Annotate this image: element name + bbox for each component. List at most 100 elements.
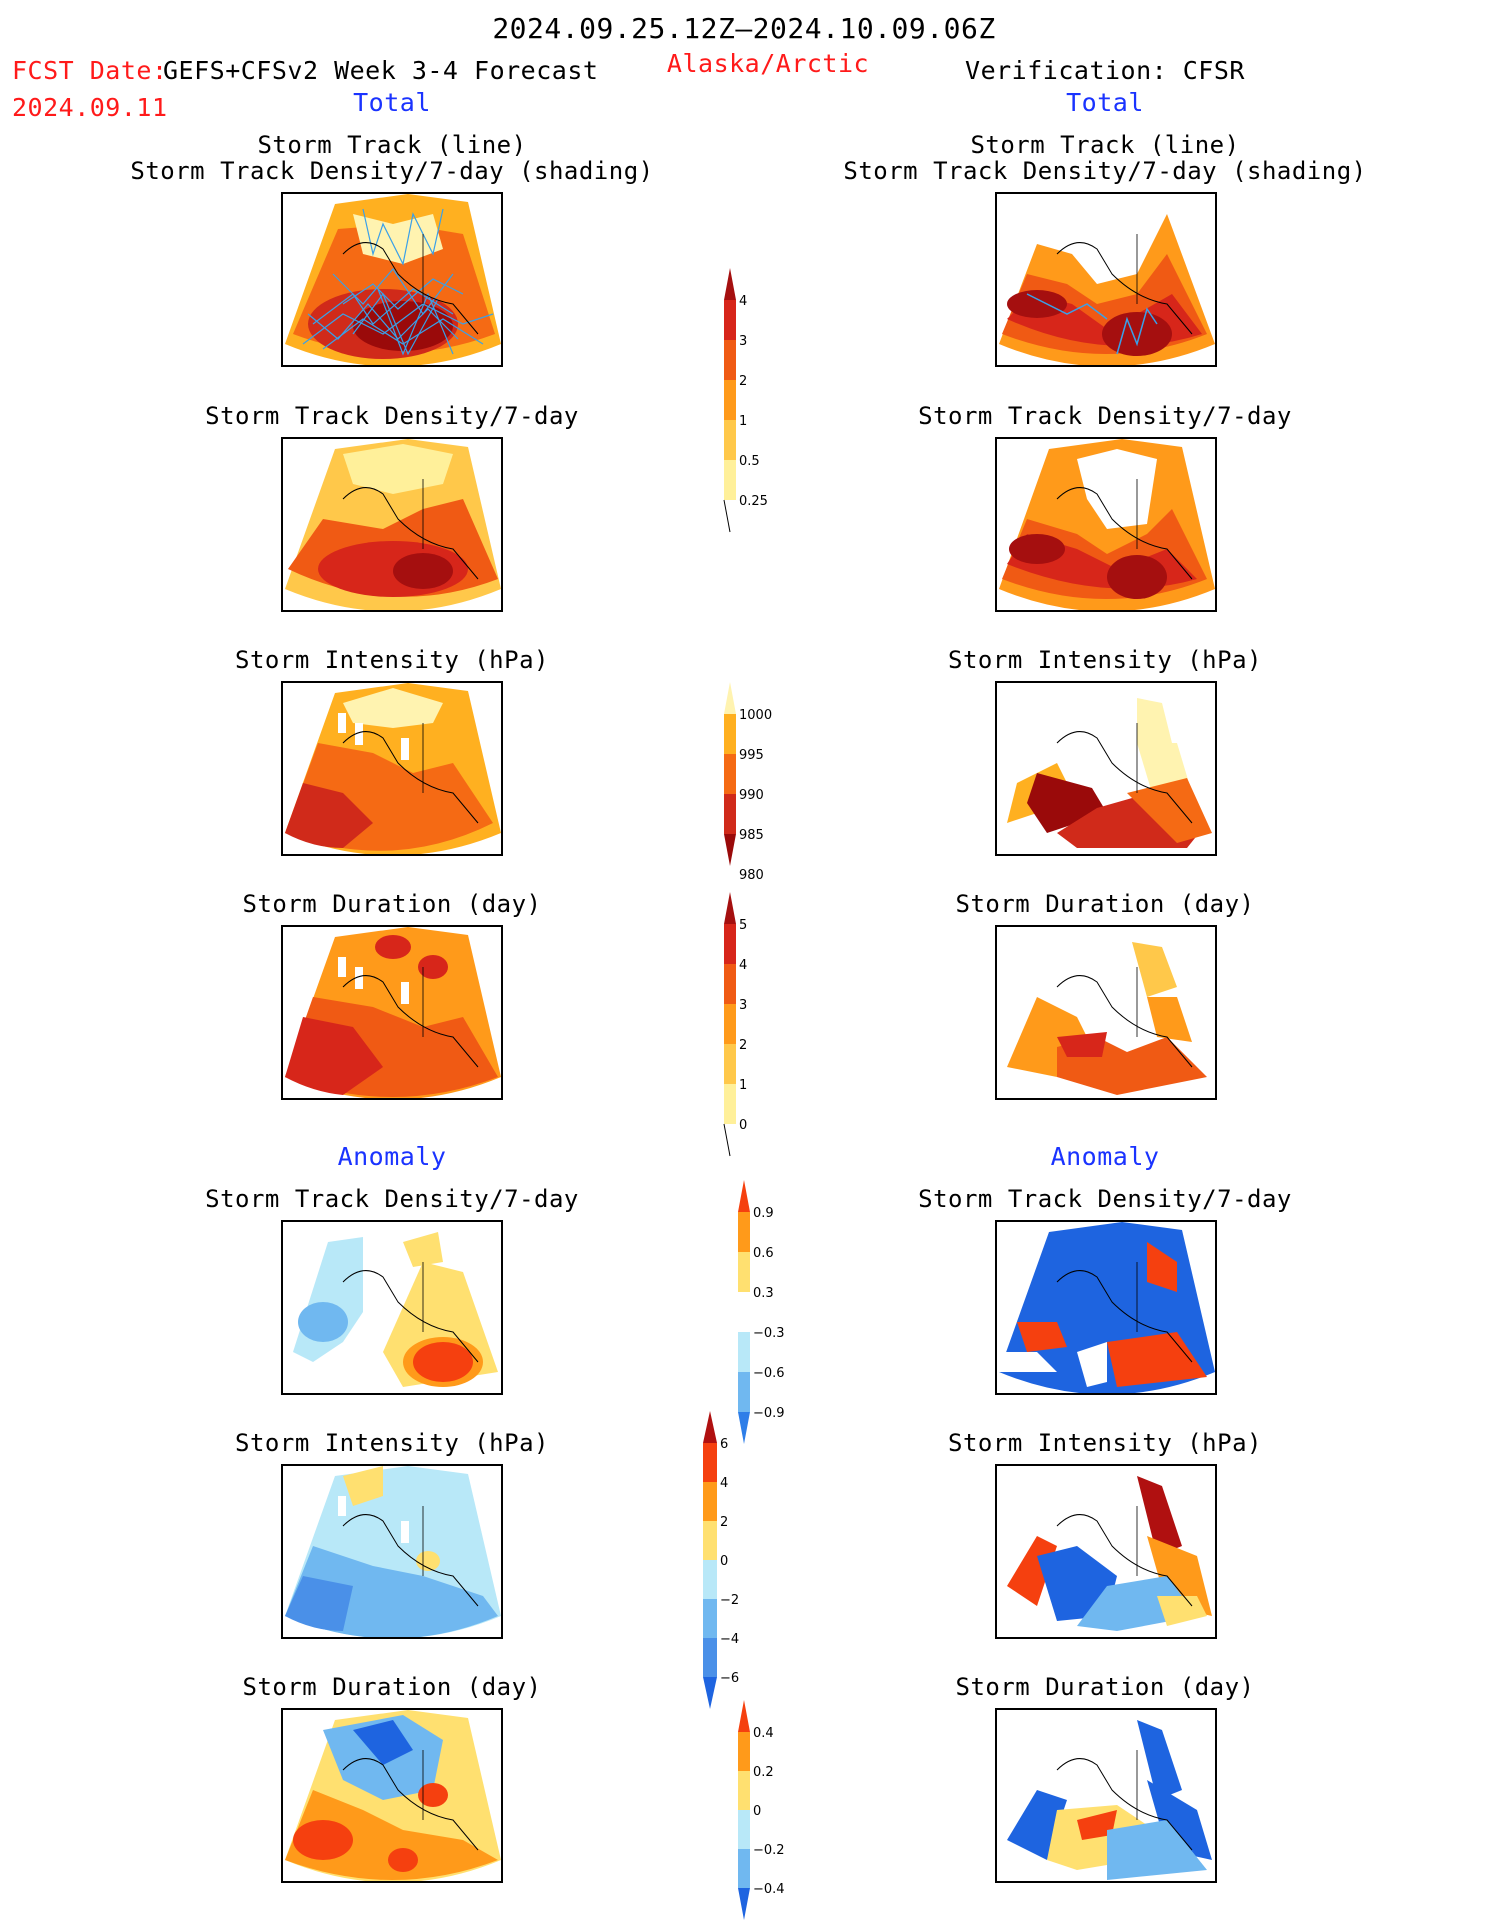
colorbar-swatch [724,754,736,794]
colorbar-swatch [724,964,736,1004]
colorbar-label: 990 [739,788,764,803]
colorbar-swatch [724,924,736,964]
colorbar-swatch [703,1443,717,1482]
colorbar-duration-anom: 0.4 0.2 0 −0.2 −0.4 [738,1700,785,1920]
colorbar-label: 1 [739,1078,747,1093]
colorbar-label: 3 [739,998,747,1013]
colorbar-swatch [738,1212,750,1252]
left-duration-title: Storm Duration (day) [242,890,542,918]
colorbar-swatch [738,1292,750,1332]
colorbar-intensity-total: 1000 995 990 985 980 [724,682,772,883]
colorbar-swatch [738,1372,750,1412]
colorbar-top-arrow [738,1180,750,1212]
left-track-title-1: Storm Track (line) [257,131,527,159]
colorbar-swatch [724,714,736,754]
colorbar-swatch [724,340,736,380]
colorbar-density-anom: 0.9 0.6 0.3 −0.3 −0.6 −0.9 [738,1180,785,1444]
map-left-anom-intensity [281,1464,503,1639]
fcst-date-label: FCST Date: [12,56,168,85]
colorbar-swatch [724,1084,736,1124]
colorbar-label: 3 [739,334,747,349]
colorbar-top-arrow [724,682,736,714]
colorbar-label: 4 [739,958,747,973]
colorbar-swatch [724,380,736,420]
colorbar-swatch [738,1849,750,1888]
map-left-track [281,192,503,367]
colorbar-label: −4 [720,1632,739,1647]
colorbar-swatch [724,460,736,500]
colorbar-top-arrow [724,892,736,924]
colorbar-label: 1000 [739,708,772,723]
colorbar-label: −0.3 [753,1326,785,1341]
right-track-title-2: Storm Track Density/7-day (shading) [843,157,1367,185]
right-anom-density-title: Storm Track Density/7-day [918,1185,1292,1213]
anomaly-left-label: Anomaly [337,1142,447,1171]
colorbar-label: −0.6 [753,1366,785,1381]
colorbar-label: −0.9 [753,1406,785,1421]
colorbar-swatch [738,1252,750,1292]
map-right-anom-intensity [995,1464,1217,1639]
colorbar-label: 985 [739,828,764,843]
colorbar-label: 0.3 [753,1286,774,1301]
left-anom-density-title: Storm Track Density/7-day [205,1185,579,1213]
colorbar-swatch [703,1482,717,1521]
region-title: Alaska/Arctic [666,49,870,78]
map-right-intensity [995,681,1217,856]
colorbar-intensity-anom: 6 4 2 0 −2 −4 −6 [703,1411,739,1709]
map-left-density [281,437,503,612]
colorbar-top-arrow [738,1700,750,1732]
total-left-label: Total [353,88,431,117]
map-left-anom-density [281,1220,503,1395]
forecast-period: 2024.09.25.12Z–2024.10.09.06Z [492,12,996,45]
colorbar-label: 995 [739,748,764,763]
right-anom-duration-title: Storm Duration (day) [955,1673,1255,1701]
colorbar-label: 0.9 [753,1206,774,1221]
right-density-title: Storm Track Density/7-day [918,402,1292,430]
map-left-duration [281,925,503,1100]
colorbar-swatch [703,1560,717,1599]
colorbar-top-arrow [703,1411,717,1443]
left-density-title: Storm Track Density/7-day [205,402,579,430]
colorbar-swatch [703,1638,717,1677]
colorbar-label: −0.2 [753,1843,785,1858]
colorbar-top-arrow [724,268,736,300]
colorbar-label: 2 [720,1515,728,1530]
colorbar-label: 5 [739,918,747,933]
colorbar-bottom-tick [723,499,731,533]
right-duration-title: Storm Duration (day) [955,890,1255,918]
colorbar-label: 0 [739,1118,747,1133]
colorbar-swatch [738,1732,750,1771]
colorbar-bottom-arrow [738,1888,750,1920]
colorbar-swatch [703,1599,717,1638]
colorbar-bottom-tick [723,1123,731,1157]
colorbar-label: 0.2 [753,1765,774,1780]
left-anom-intensity-title: Storm Intensity (hPa) [235,1429,549,1457]
right-track-title-1: Storm Track (line) [970,131,1240,159]
colorbar-label: −2 [720,1593,739,1608]
colorbar-swatch [724,420,736,460]
map-right-anom-duration [995,1708,1217,1883]
colorbar-swatch [724,794,736,834]
left-anom-duration-title: Storm Duration (day) [242,1673,542,1701]
colorbar-density-total: 4 3 2 1 0.5 0.25 [723,268,768,533]
colorbar-label: 2 [739,374,747,389]
map-right-duration [995,925,1217,1100]
colorbar-swatch [724,1044,736,1084]
fcst-model: GEFS+CFSv2 Week 3-4 Forecast [163,56,599,85]
colorbar-swatch [738,1810,750,1849]
map-right-track [995,192,1217,367]
colorbar-label: 0.4 [753,1726,774,1741]
colorbar-label: 6 [720,1437,728,1452]
colorbar-label: −6 [720,1671,739,1686]
colorbar-label: 2 [739,1038,747,1053]
colorbar-bottom-arrow [703,1677,717,1709]
map-right-density [995,437,1217,612]
map-left-intensity [281,681,503,856]
colorbar-label: 0 [720,1554,728,1569]
colorbar-label: 0.6 [753,1246,774,1261]
colorbar-label: 980 [739,868,764,883]
colorbar-swatch [724,300,736,340]
colorbar-label: 1 [739,414,747,429]
colorbar-label: 4 [739,294,747,309]
colorbar-swatch [724,1004,736,1044]
